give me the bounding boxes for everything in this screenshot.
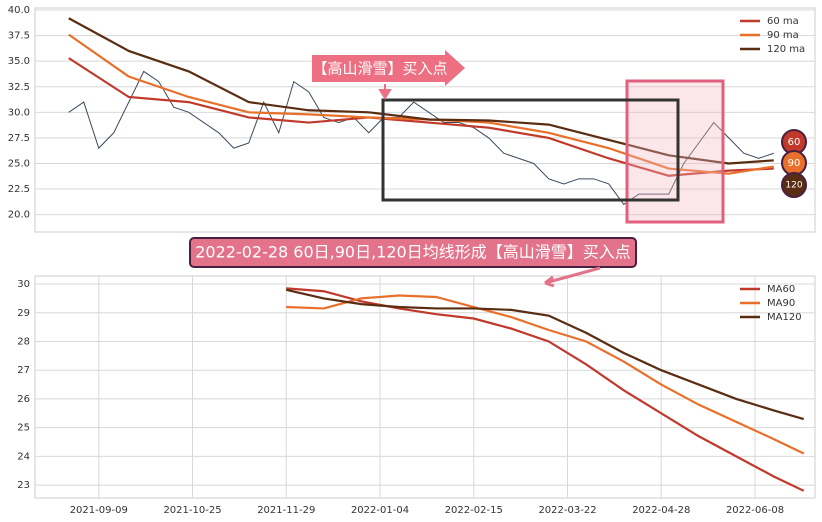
banner-arrow (544, 266, 601, 288)
y-tick-label: 30 (17, 279, 30, 290)
y-tick-label: 30.0 (8, 107, 30, 118)
y-tick-label: 25.0 (8, 158, 30, 169)
y-tick-label: 20.0 (8, 210, 30, 221)
legend-label: 90 ma (767, 30, 799, 41)
y-tick-label: 25 (17, 423, 30, 434)
x-tick-label: 2022-04-28 (632, 505, 690, 516)
badge-text: 60 (788, 137, 801, 148)
x-tick-label: 2022-01-04 (351, 505, 409, 516)
pointer (378, 84, 392, 100)
legend-label: MA90 (767, 298, 795, 309)
bottom-plot-area (34, 275, 816, 499)
line (68, 17, 774, 165)
line (68, 57, 774, 177)
badge-text: 120 (785, 181, 802, 191)
y-tick-label: 27.5 (8, 133, 30, 144)
x-tick-label: 2022-06-08 (726, 505, 784, 516)
y-tick-label: 26 (17, 394, 30, 405)
x-tick-label: 2022-02-15 (445, 505, 503, 516)
badge (781, 172, 807, 198)
badge-text: 90 (788, 158, 801, 169)
y-tick-label: 32.5 (8, 82, 30, 93)
legend-label: MA60 (767, 284, 795, 295)
y-tick-label: 35.0 (8, 56, 30, 67)
banner-text: 2022-02-28 60日,90日,120日均线形成【高山滑雪】买入点 (195, 243, 631, 262)
x-tick-label: 2021-09-09 (70, 505, 128, 516)
y-tick-label: 22.5 (8, 184, 30, 195)
line (286, 287, 805, 492)
y-tick-label: 28 (17, 336, 30, 347)
line (286, 294, 805, 455)
legend-label: MA120 (767, 312, 802, 323)
y-tick-label: 23 (17, 480, 30, 491)
y-tick-label: 40.0 (8, 5, 30, 16)
callout-text: 【高山滑雪】买入点 (312, 60, 447, 78)
focus-box (381, 98, 680, 202)
line (68, 70, 774, 206)
legend-label: 120 ma (767, 44, 805, 55)
y-tick-label: 37.5 (8, 31, 30, 42)
callout-arrow (312, 50, 465, 86)
x-tick-label: 2021-11-29 (257, 505, 315, 516)
x-tick-label: 2021-10-25 (163, 505, 221, 516)
y-tick-label: 29 (17, 308, 30, 319)
x-tick-label: 2022-03-22 (538, 505, 596, 516)
y-tick-label: 27 (17, 365, 30, 376)
legend-label: 60 ma (767, 16, 799, 27)
line (286, 288, 805, 421)
banner (189, 237, 637, 268)
y-tick-label: 24 (17, 451, 30, 462)
